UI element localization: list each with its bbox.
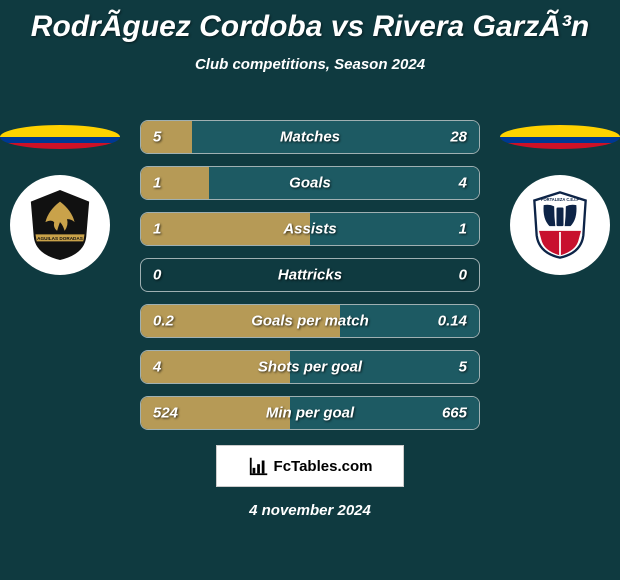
footer-date: 4 november 2024 bbox=[0, 502, 620, 519]
stat-row: 00Hattricks bbox=[140, 258, 480, 292]
right-nat-flag bbox=[500, 125, 620, 149]
stat-row: 45Shots per goal bbox=[140, 350, 480, 384]
left-player-block: AGUILAS DORADAS bbox=[0, 125, 120, 275]
bar-label: Goals per match bbox=[141, 313, 479, 330]
aguilas-doradas-crest-icon: AGUILAS DORADAS bbox=[25, 190, 95, 260]
bar-label: Hattricks bbox=[141, 267, 479, 284]
bar-label: Shots per goal bbox=[141, 359, 479, 376]
bar-label: Min per goal bbox=[141, 405, 479, 422]
bar-label: Matches bbox=[141, 129, 479, 146]
stat-row: 528Matches bbox=[140, 120, 480, 154]
stat-row: 524665Min per goal bbox=[140, 396, 480, 430]
fortaleza-crest-icon: FORTALEZA C.E.I.F bbox=[525, 190, 595, 260]
right-club-crest: FORTALEZA C.E.I.F bbox=[510, 175, 610, 275]
left-club-crest: AGUILAS DORADAS bbox=[10, 175, 110, 275]
stat-row: 0.20.14Goals per match bbox=[140, 304, 480, 338]
crest-text: AGUILAS DORADAS bbox=[37, 236, 83, 241]
crest-text: FORTALEZA C.E.I.F bbox=[541, 197, 580, 202]
subtitle: Club competitions, Season 2024 bbox=[0, 56, 620, 73]
right-player-block: FORTALEZA C.E.I.F bbox=[500, 125, 620, 275]
left-nat-flag bbox=[0, 125, 120, 149]
bar-label: Assists bbox=[141, 221, 479, 238]
stat-row: 14Goals bbox=[140, 166, 480, 200]
page-title: RodrÃ­guez Cordoba vs Rivera GarzÃ³n bbox=[0, 0, 620, 44]
stat-row: 11Assists bbox=[140, 212, 480, 246]
brand-text: FcTables.com bbox=[274, 458, 373, 475]
chart-icon bbox=[248, 455, 270, 477]
stats-bars: 528Matches 14Goals 11Assists 00Hattricks 0.2… bbox=[140, 120, 480, 442]
brand-logo: FcTables.com bbox=[216, 445, 404, 487]
bar-label: Goals bbox=[141, 175, 479, 192]
